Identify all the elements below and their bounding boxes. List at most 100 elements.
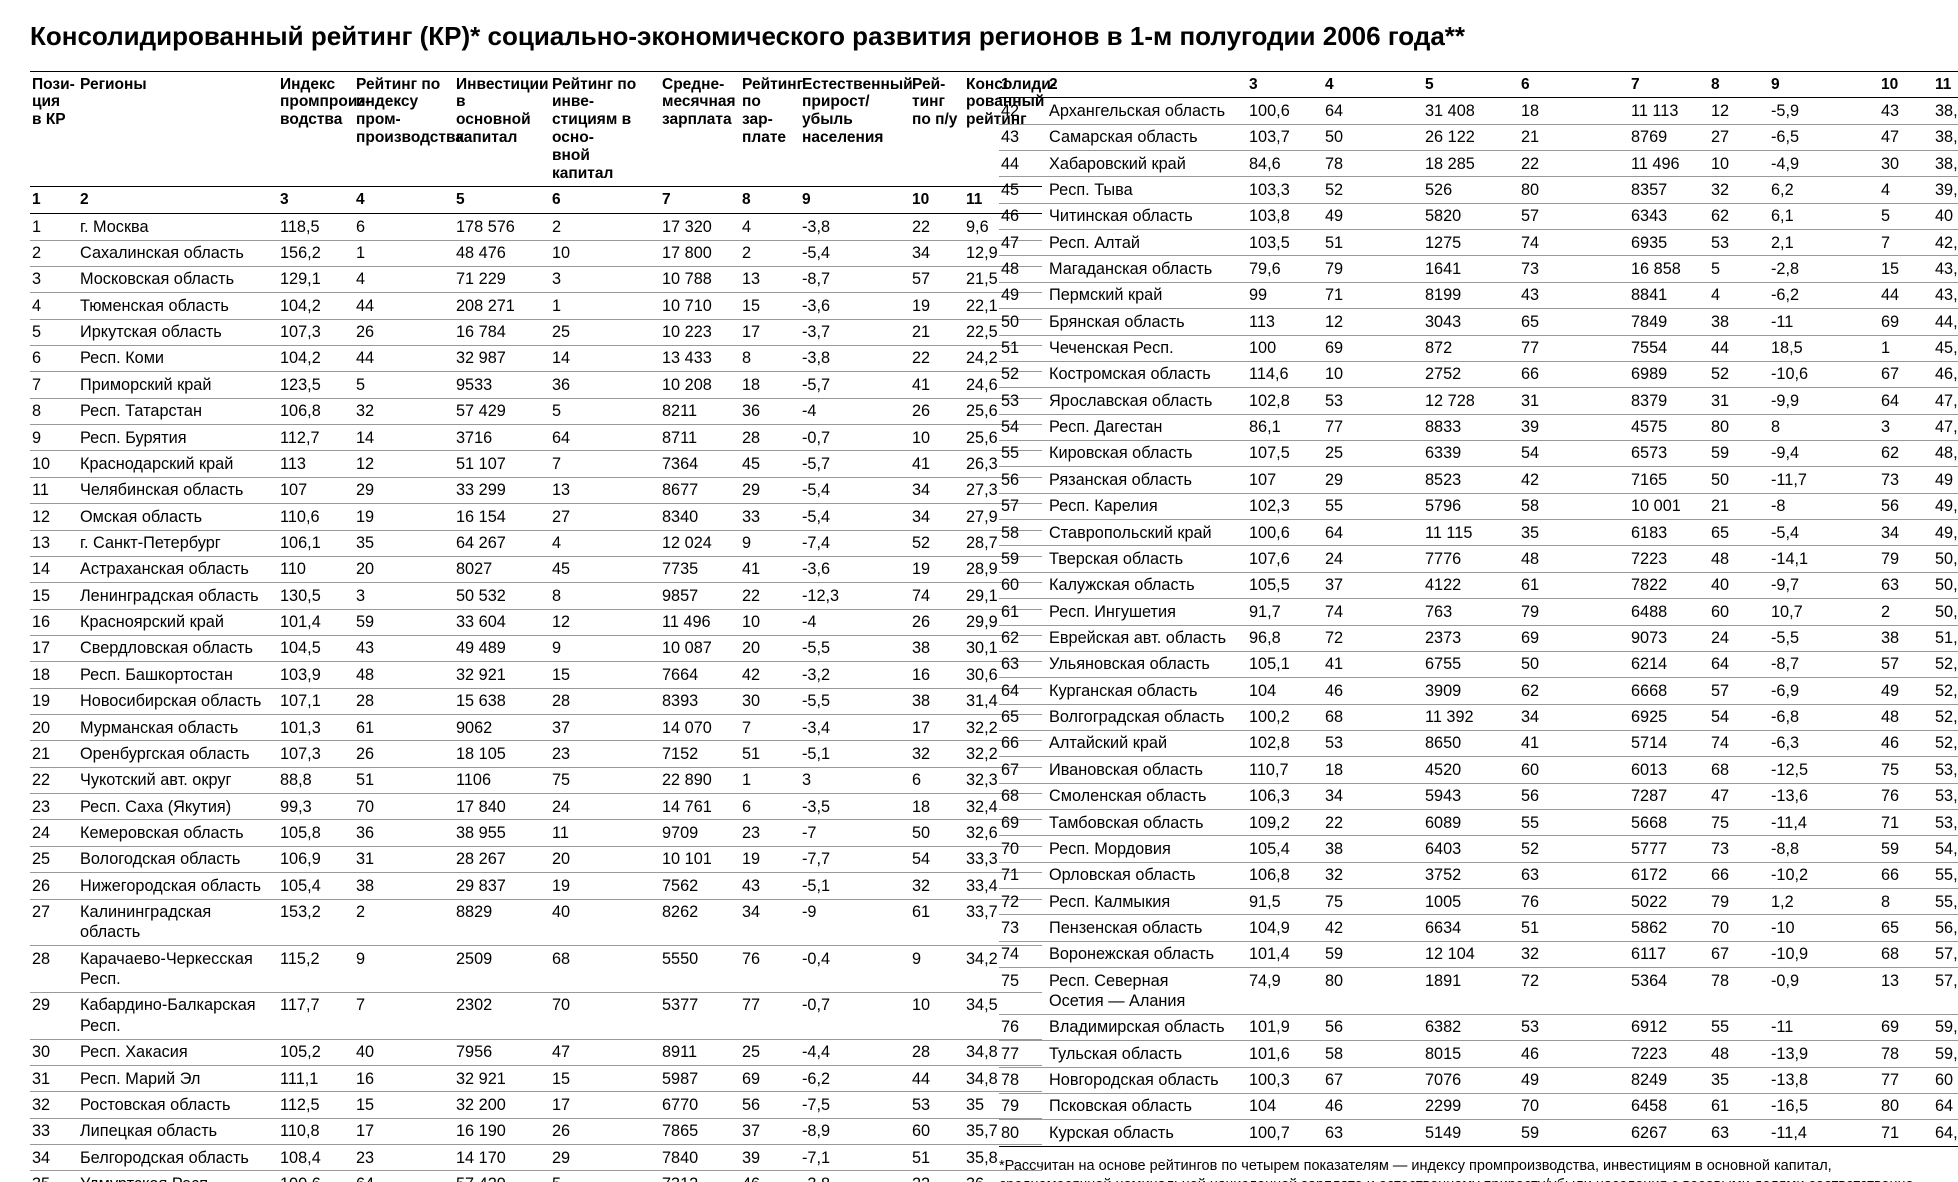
rating-table-right: 1234567891011 42Архангельская область100… — [999, 71, 1958, 1147]
table-row: 18Респ. Башкортостан103,94832 9211576644… — [30, 662, 1042, 688]
cell: 58 — [1519, 493, 1629, 519]
cell: 14 — [550, 345, 660, 371]
cell: 153,2 — [278, 899, 354, 946]
cell: 9533 — [454, 372, 550, 398]
cell-region: Калужская область — [1047, 572, 1247, 598]
cell: 39 — [1519, 414, 1629, 440]
cell-region: Курганская область — [1047, 678, 1247, 704]
cell: 34 — [910, 240, 964, 266]
cell: 9857 — [660, 583, 740, 609]
cell: -0,4 — [800, 946, 910, 993]
col-number-header: 2 — [78, 187, 278, 214]
cell: 16 858 — [1629, 256, 1709, 282]
cell: 104,2 — [278, 345, 354, 371]
cell: 1 — [30, 214, 78, 240]
cell: 79 — [1709, 889, 1769, 915]
cell: 59 — [1323, 941, 1423, 967]
cell: 43,8 — [1933, 256, 1958, 282]
cell: 71 — [1323, 282, 1423, 308]
cell: -11,4 — [1769, 810, 1879, 836]
cell: 1 — [354, 240, 454, 266]
cell-region: г. Москва — [78, 214, 278, 240]
cell: 17 — [910, 715, 964, 741]
cell: 47 — [999, 230, 1047, 256]
cell: 10 — [30, 451, 78, 477]
cell: 50,1 — [1933, 546, 1958, 572]
cell: 46 — [1323, 678, 1423, 704]
cell: 34 — [1323, 783, 1423, 809]
table-row: 43Самарская область103,75026 12221876927… — [999, 124, 1958, 150]
cell: 71 — [999, 862, 1047, 888]
table-row: 70Респ. Мордовия105,438640352577773-8,85… — [999, 836, 1958, 862]
cell: 64 — [354, 1171, 454, 1182]
cell: 8357 — [1629, 177, 1709, 203]
cell: 74 — [1519, 230, 1629, 256]
cell: 80 — [1709, 414, 1769, 440]
cell: 6755 — [1423, 651, 1519, 677]
table-row: 23Респ. Саха (Якутия)99,37017 8402414 76… — [30, 794, 1042, 820]
cell: 12 — [1323, 309, 1423, 335]
cell: 8711 — [660, 425, 740, 451]
cell: 105,4 — [1247, 836, 1323, 862]
cell: 77 — [1323, 414, 1423, 440]
cell: 40 — [1933, 203, 1958, 229]
table-row: 32Ростовская область112,51532 2001767705… — [30, 1092, 1042, 1118]
cell: 3 — [1879, 414, 1933, 440]
col-number-header: 4 — [354, 187, 454, 214]
cell: 6458 — [1629, 1093, 1709, 1119]
cell: 10 223 — [660, 319, 740, 345]
cell: 6013 — [1629, 757, 1709, 783]
cell: 14 — [354, 425, 454, 451]
cell: 100,6 — [278, 1171, 354, 1182]
cell: -2,8 — [1769, 256, 1879, 282]
cell: 45 — [550, 556, 660, 582]
cell: 107,5 — [1247, 440, 1323, 466]
cell-region: Пермский край — [1047, 282, 1247, 308]
cell: -5,4 — [800, 240, 910, 266]
cell: 42,8 — [1933, 230, 1958, 256]
cell-region: Карачаево-Черкесская Респ. — [78, 946, 278, 993]
cell: 1891 — [1423, 968, 1519, 1015]
cell: 73 — [1709, 836, 1769, 862]
cell-region: Кемеровская область — [78, 820, 278, 846]
table-row: 46Читинская область103,8495820576343626,… — [999, 203, 1958, 229]
table-row: 35Удмуртская Респ.100,66457 4295731246-3… — [30, 1171, 1042, 1182]
cell: 57,9 — [1933, 968, 1958, 1015]
cell: 52,3 — [1933, 678, 1958, 704]
cell: 15 638 — [454, 688, 550, 714]
cell: 5943 — [1423, 783, 1519, 809]
cell: 23 — [30, 794, 78, 820]
cell: 48 — [1709, 1041, 1769, 1067]
cell: -7,5 — [800, 1092, 910, 1118]
cell: 21 — [1709, 493, 1769, 519]
cell: 44 — [354, 345, 454, 371]
cell: 68 — [1323, 704, 1423, 730]
cell: 19 — [550, 873, 660, 899]
cell: 7735 — [660, 556, 740, 582]
cell: 18 — [30, 662, 78, 688]
cell: -0,7 — [800, 425, 910, 451]
cell: -9,7 — [1769, 572, 1879, 598]
cell: 9 — [910, 946, 964, 993]
table-row: 17Свердловская область104,54349 489910 0… — [30, 635, 1042, 661]
cell-region: Костромская область — [1047, 361, 1247, 387]
table-row: 22Чукотский авт. округ88,85111067522 890… — [30, 767, 1042, 793]
cell: 49,4 — [1933, 520, 1958, 546]
cell: 103,9 — [278, 662, 354, 688]
cell: 8841 — [1629, 282, 1709, 308]
cell: 53,6 — [1933, 783, 1958, 809]
cell: -5,4 — [1769, 520, 1879, 546]
cell: 74 — [1709, 730, 1769, 756]
table-row: 74Воронежская область101,45912 104326117… — [999, 941, 1958, 967]
cell: 60 — [999, 572, 1047, 598]
cell: -13,8 — [1769, 1067, 1879, 1093]
cell: -6,8 — [1769, 704, 1879, 730]
cell: 26 — [550, 1118, 660, 1144]
cell: 51 — [910, 1145, 964, 1171]
cell: 29 — [550, 1145, 660, 1171]
cell: 10 788 — [660, 266, 740, 292]
cell: 107,6 — [1247, 546, 1323, 572]
cell: 105,2 — [278, 1039, 354, 1065]
cell: 60 — [1933, 1067, 1958, 1093]
cell: -0,9 — [1769, 968, 1879, 1015]
